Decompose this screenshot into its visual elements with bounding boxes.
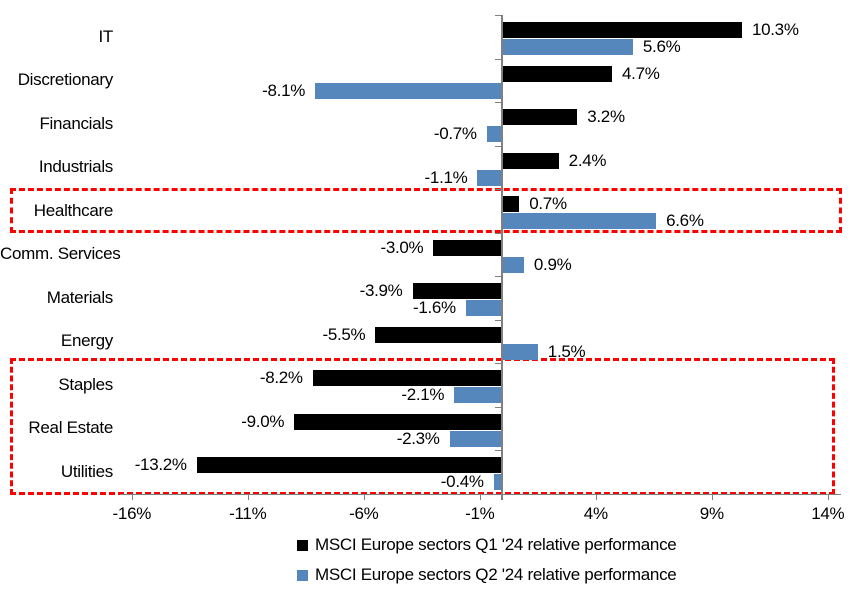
category-label: Energy bbox=[60, 331, 113, 351]
value-label: 2.4% bbox=[568, 150, 607, 170]
category-axis-tick bbox=[495, 15, 501, 16]
legend-item-q2: MSCI Europe sectors Q2 '24 relative perf… bbox=[297, 565, 677, 585]
value-label: -9.0% bbox=[241, 411, 285, 431]
bar-q2 bbox=[486, 126, 503, 142]
x-tick-label: 4% bbox=[583, 503, 608, 523]
value-label: -8.1% bbox=[262, 80, 306, 100]
bar-q1 bbox=[503, 22, 742, 38]
bar-q1 bbox=[503, 196, 520, 212]
x-axis-tick bbox=[827, 493, 829, 500]
value-label: 5.6% bbox=[642, 37, 681, 56]
category-label: Healthcare bbox=[33, 200, 114, 220]
value-label: 0.7% bbox=[529, 194, 567, 213]
chart-legend: MSCI Europe sectors Q1 '24 relative perf… bbox=[297, 535, 677, 595]
category-axis-tick bbox=[495, 276, 501, 277]
x-axis-tick bbox=[247, 493, 249, 500]
bar-q1 bbox=[503, 152, 559, 169]
value-label: -1.1% bbox=[424, 167, 468, 187]
bar-q1 bbox=[503, 65, 613, 82]
x-axis-zero-tick bbox=[501, 493, 503, 500]
x-tick-label: -1% bbox=[465, 503, 495, 523]
highlight-box bbox=[10, 188, 842, 233]
category-axis-tick bbox=[495, 232, 501, 234]
bar-q1 bbox=[375, 326, 503, 343]
bar-q2 bbox=[493, 474, 503, 490]
value-label: -8.2% bbox=[259, 368, 303, 387]
category-label: Staples bbox=[58, 374, 113, 394]
category-label: Industrials bbox=[38, 157, 113, 177]
x-tick-label: -6% bbox=[349, 503, 379, 523]
category-label: Utilities bbox=[60, 461, 113, 481]
bar-q2 bbox=[315, 82, 503, 99]
legend-label-q2: MSCI Europe sectors Q2 '24 relative perf… bbox=[315, 565, 677, 584]
y-axis-line bbox=[501, 15, 503, 494]
value-label: 1.5% bbox=[547, 341, 586, 361]
bar-q2 bbox=[503, 256, 524, 273]
value-label: -3.0% bbox=[380, 237, 424, 257]
x-tick-label: -16% bbox=[112, 503, 152, 523]
x-axis-tick bbox=[131, 493, 133, 500]
category-axis-tick bbox=[495, 145, 501, 147]
bar-q2 bbox=[454, 387, 503, 403]
x-tick-label: 9% bbox=[699, 503, 724, 523]
bar-q1 bbox=[433, 239, 503, 256]
category-axis-tick bbox=[495, 102, 501, 103]
x-axis-tick bbox=[363, 493, 365, 500]
value-label: 0.9% bbox=[533, 254, 572, 274]
category-label: Discretionary bbox=[17, 70, 114, 90]
category-axis-tick bbox=[495, 189, 501, 190]
bar-q2 bbox=[449, 430, 503, 447]
bar-q2 bbox=[503, 213, 657, 229]
category-label: Materials bbox=[46, 287, 114, 307]
value-label: -5.5% bbox=[322, 324, 366, 344]
bar-q2 bbox=[465, 300, 503, 316]
bar-q2 bbox=[477, 169, 503, 186]
category-label: Real Estate bbox=[28, 418, 113, 438]
category-axis-tick bbox=[495, 406, 501, 408]
value-label: 10.3% bbox=[751, 20, 799, 39]
value-label: -1.6% bbox=[412, 298, 456, 317]
value-label: -13.2% bbox=[134, 455, 187, 474]
x-tick-label: 14% bbox=[811, 503, 845, 523]
category-label: IT bbox=[98, 26, 113, 46]
value-label: -2.3% bbox=[396, 428, 440, 448]
x-axis-tick bbox=[595, 493, 597, 500]
x-axis-tick bbox=[479, 493, 481, 500]
value-label: -3.9% bbox=[359, 281, 403, 300]
bar-q2 bbox=[503, 343, 538, 360]
value-label: 6.6% bbox=[666, 211, 704, 230]
category-axis-tick bbox=[495, 363, 501, 364]
x-tick-label: -11% bbox=[229, 503, 267, 523]
category-label: Financials bbox=[39, 113, 113, 133]
category-axis-tick bbox=[495, 450, 501, 451]
legend-label-q1: MSCI Europe sectors Q1 '24 relative perf… bbox=[315, 535, 677, 554]
value-label: -0.4% bbox=[440, 472, 484, 491]
legend-item-q1: MSCI Europe sectors Q1 '24 relative perf… bbox=[297, 535, 677, 555]
value-label: 4.7% bbox=[622, 63, 660, 83]
bar-q1 bbox=[196, 457, 503, 473]
value-label: -2.1% bbox=[401, 385, 445, 404]
x-axis-tick bbox=[711, 493, 713, 500]
legend-swatch-q2-icon bbox=[297, 569, 308, 581]
legend-swatch-q1-icon bbox=[297, 539, 308, 551]
bar-q2 bbox=[503, 39, 633, 55]
bar-q1 bbox=[503, 109, 578, 125]
value-label: 3.2% bbox=[587, 107, 625, 126]
category-axis-tick bbox=[495, 319, 501, 321]
category-axis-tick bbox=[495, 58, 501, 60]
bar-q1 bbox=[412, 283, 503, 299]
value-label: -0.7% bbox=[433, 124, 477, 143]
bar-q1 bbox=[312, 370, 503, 386]
category-label: Comm. Services bbox=[0, 244, 121, 264]
bar-q1 bbox=[294, 413, 503, 430]
